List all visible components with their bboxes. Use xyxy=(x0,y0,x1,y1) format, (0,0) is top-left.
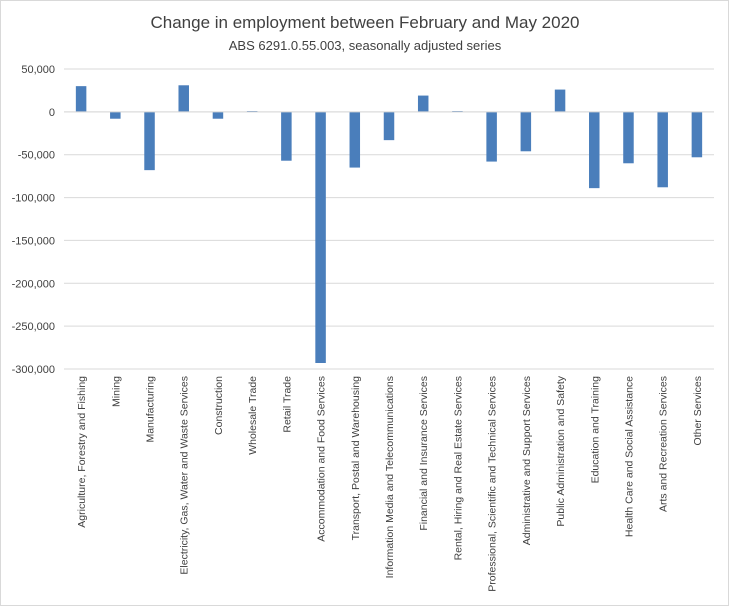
x-tick-label: Mining xyxy=(110,376,122,407)
y-tick-label: 0 xyxy=(49,107,55,119)
bar xyxy=(144,111,155,171)
bar xyxy=(657,111,668,188)
x-tick-label: Professional, Scientific and Technical S… xyxy=(487,376,499,592)
bar xyxy=(212,111,224,119)
y-axis-ticks: 50,000 0 -50,000 -100,000 -150,000 -200,000 -2… xyxy=(12,64,55,376)
x-tick-label: Other Services xyxy=(692,376,704,445)
chart-subtitle: ABS 6291.0.55.003, seasonally adjusted s… xyxy=(229,38,502,53)
chart-title: Change in employment between February an… xyxy=(150,13,579,32)
bar xyxy=(110,111,121,119)
x-tick-label: Administrative and Support Services xyxy=(521,376,533,545)
x-tick-label: Health Care and Social Assistance xyxy=(623,376,635,537)
y-tick-label: -250,000 xyxy=(12,321,55,333)
bar xyxy=(623,111,634,164)
x-tick-label: Manufacturing xyxy=(145,376,157,443)
bar xyxy=(691,111,703,158)
bar xyxy=(383,111,395,141)
x-tick-label: Construction xyxy=(213,376,225,435)
x-tick-label: Wholesale Trade xyxy=(247,376,259,455)
x-tick-label: Retail Trade xyxy=(281,376,293,433)
bar xyxy=(486,111,497,162)
bar xyxy=(520,111,532,152)
x-tick-label: Financial and Insurance Services xyxy=(418,376,430,531)
bar xyxy=(75,86,87,112)
x-tick-label: Public Administration and Safety xyxy=(555,375,567,526)
y-tick-label: 50,000 xyxy=(21,64,55,76)
bar xyxy=(417,95,429,112)
x-tick-label: Information Media and Telecommunications xyxy=(384,376,396,578)
x-tick-label: Rental, Hiring and Real Estate Services xyxy=(452,376,464,560)
x-tick-label: Electricity, Gas, Water and Waste Servic… xyxy=(179,376,191,575)
x-tick-label: Transport, Postal and Warehousing xyxy=(350,376,362,541)
bar xyxy=(315,111,326,363)
x-tick-label: Education and Training xyxy=(589,376,601,484)
x-axis-labels: Agriculture, Forestry and Fishing Mining M… xyxy=(76,375,704,591)
y-tick-label: -50,000 xyxy=(18,150,55,162)
bar xyxy=(589,111,600,189)
x-tick-label: Agriculture, Forestry and Fishing xyxy=(76,376,88,528)
bars xyxy=(75,85,703,363)
bar xyxy=(554,89,566,112)
y-tick-label: -150,000 xyxy=(12,235,55,247)
y-tick-label: -100,000 xyxy=(12,193,55,205)
y-tick-label: -300,000 xyxy=(12,364,55,376)
y-tick-label: -200,000 xyxy=(12,278,55,290)
bar xyxy=(178,85,189,112)
bar xyxy=(281,111,292,161)
bar xyxy=(349,111,361,168)
x-tick-label: Arts and Recreation Services xyxy=(658,376,670,512)
x-tick-label: Accommodation and Food Services xyxy=(316,376,328,542)
